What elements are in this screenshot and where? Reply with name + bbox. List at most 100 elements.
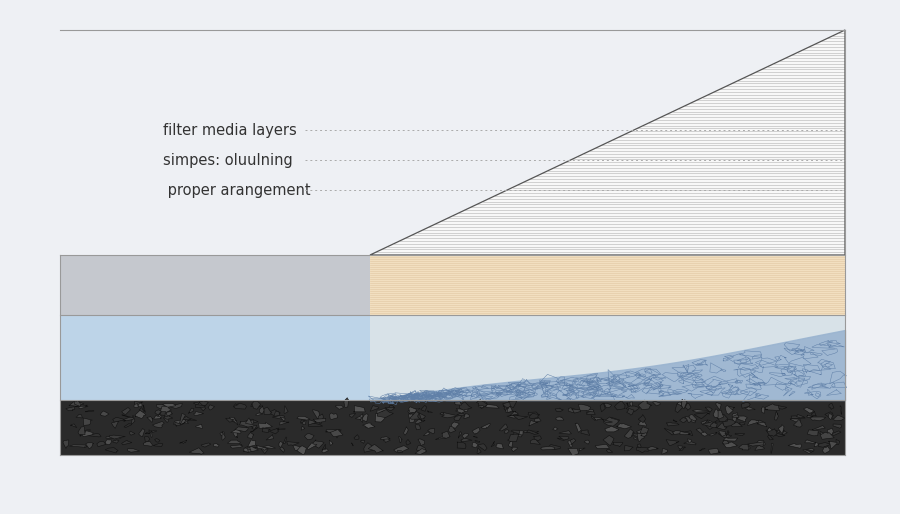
- Polygon shape: [462, 433, 469, 438]
- Polygon shape: [685, 416, 694, 423]
- Polygon shape: [694, 413, 710, 419]
- Polygon shape: [675, 404, 682, 413]
- Polygon shape: [791, 416, 806, 418]
- Polygon shape: [274, 412, 280, 416]
- Polygon shape: [680, 431, 690, 435]
- Polygon shape: [717, 414, 728, 422]
- Polygon shape: [246, 418, 253, 425]
- Polygon shape: [507, 415, 518, 418]
- Polygon shape: [732, 422, 742, 427]
- Polygon shape: [397, 450, 402, 452]
- Polygon shape: [464, 414, 470, 418]
- Polygon shape: [428, 428, 435, 434]
- Bar: [370, 315, 845, 400]
- Polygon shape: [344, 398, 348, 408]
- Polygon shape: [70, 424, 77, 428]
- Polygon shape: [472, 428, 480, 434]
- Polygon shape: [100, 411, 109, 416]
- Polygon shape: [673, 420, 677, 422]
- Polygon shape: [528, 412, 539, 415]
- Polygon shape: [504, 430, 509, 433]
- Polygon shape: [840, 406, 842, 414]
- Polygon shape: [765, 404, 779, 411]
- Polygon shape: [155, 410, 161, 415]
- Polygon shape: [409, 414, 417, 423]
- Polygon shape: [75, 400, 81, 406]
- Polygon shape: [709, 420, 716, 424]
- Polygon shape: [568, 449, 579, 456]
- Polygon shape: [145, 432, 152, 434]
- Polygon shape: [529, 413, 540, 418]
- Polygon shape: [86, 443, 94, 449]
- Polygon shape: [644, 405, 652, 407]
- Polygon shape: [80, 430, 86, 436]
- Polygon shape: [152, 421, 165, 428]
- Polygon shape: [502, 402, 510, 408]
- Polygon shape: [272, 415, 284, 419]
- Polygon shape: [459, 402, 472, 410]
- Polygon shape: [302, 420, 306, 425]
- Polygon shape: [600, 403, 606, 412]
- Bar: [60, 255, 370, 315]
- Polygon shape: [428, 411, 433, 413]
- Polygon shape: [159, 410, 171, 416]
- Polygon shape: [326, 429, 341, 433]
- Polygon shape: [174, 419, 188, 425]
- Polygon shape: [409, 407, 417, 412]
- Polygon shape: [626, 408, 634, 415]
- Polygon shape: [555, 417, 564, 420]
- Polygon shape: [514, 431, 523, 435]
- Polygon shape: [827, 428, 833, 435]
- Polygon shape: [284, 437, 287, 444]
- Polygon shape: [442, 413, 458, 418]
- Polygon shape: [309, 419, 318, 425]
- Polygon shape: [235, 427, 248, 432]
- Polygon shape: [718, 433, 732, 437]
- Polygon shape: [529, 420, 538, 426]
- Polygon shape: [244, 448, 256, 452]
- Polygon shape: [512, 430, 523, 437]
- Polygon shape: [679, 447, 686, 451]
- Polygon shape: [652, 401, 661, 406]
- Polygon shape: [457, 413, 466, 416]
- Polygon shape: [279, 442, 283, 447]
- Polygon shape: [354, 435, 359, 439]
- Polygon shape: [626, 406, 640, 411]
- Polygon shape: [259, 406, 265, 414]
- Polygon shape: [630, 402, 633, 406]
- Polygon shape: [568, 439, 572, 448]
- Polygon shape: [586, 411, 595, 415]
- Polygon shape: [723, 440, 729, 444]
- Polygon shape: [530, 439, 540, 445]
- Polygon shape: [511, 447, 517, 452]
- Polygon shape: [805, 440, 816, 444]
- Text: simpes: oluulning: simpes: oluulning: [163, 153, 292, 168]
- Polygon shape: [500, 424, 508, 431]
- Polygon shape: [725, 406, 734, 414]
- Polygon shape: [726, 407, 734, 410]
- Polygon shape: [638, 400, 651, 410]
- Polygon shape: [109, 435, 125, 439]
- Polygon shape: [304, 433, 314, 440]
- Polygon shape: [377, 408, 387, 414]
- Polygon shape: [807, 430, 818, 436]
- Polygon shape: [248, 432, 254, 438]
- Polygon shape: [78, 427, 86, 435]
- Polygon shape: [647, 447, 658, 450]
- Polygon shape: [755, 446, 765, 450]
- Polygon shape: [448, 426, 455, 433]
- Polygon shape: [685, 403, 691, 410]
- Polygon shape: [699, 448, 706, 451]
- Polygon shape: [508, 435, 519, 442]
- Polygon shape: [491, 442, 495, 447]
- Polygon shape: [262, 428, 270, 433]
- Polygon shape: [329, 413, 338, 419]
- Polygon shape: [194, 412, 203, 415]
- Polygon shape: [477, 448, 482, 454]
- Polygon shape: [636, 447, 651, 453]
- Polygon shape: [232, 418, 239, 425]
- Polygon shape: [476, 400, 488, 409]
- Polygon shape: [605, 426, 619, 432]
- Polygon shape: [112, 440, 119, 444]
- Polygon shape: [496, 444, 503, 449]
